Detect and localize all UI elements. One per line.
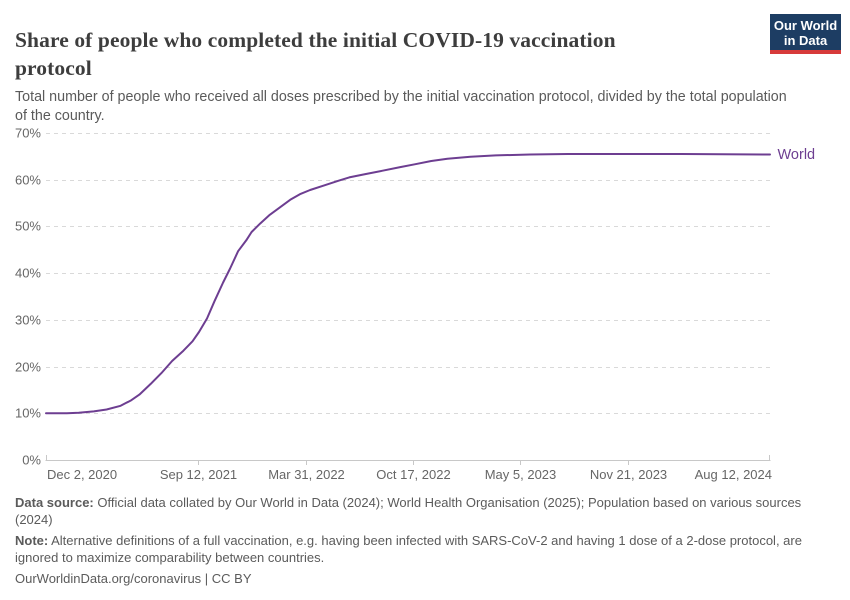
note-block: Note: Alternative definitions of a full …	[15, 533, 820, 566]
page-title-line2: protocol	[15, 56, 92, 81]
data-source-block: Data source: Official data collated by O…	[15, 495, 820, 528]
owid-logo-accent-bar	[770, 50, 841, 54]
x-tick-label-5: Nov 21, 2023	[590, 467, 667, 482]
y-tick-label-20: 20%	[15, 360, 41, 375]
x-tick-label-4: May 5, 2023	[485, 467, 557, 482]
owid-logo-line2: in Data	[783, 33, 828, 48]
x-tick-label-2: Mar 31, 2022	[268, 467, 345, 482]
series-label-world: World	[778, 147, 816, 163]
y-tick-label-10: 10%	[15, 406, 41, 421]
page-title-line1: Share of people who completed the initia…	[15, 28, 616, 53]
y-tick-label-50: 50%	[15, 219, 41, 234]
owid-logo[interactable]: Our World in Data	[770, 14, 841, 51]
chart-subtitle-line1: Total number of people who received all …	[15, 89, 787, 106]
y-tick-label-60: 60%	[15, 173, 41, 188]
data-source-text-line1: Official data collated by Our World in D…	[93, 495, 802, 510]
series-line-world	[45, 153, 771, 415]
page-title: Share of people who completed the initia…	[15, 26, 755, 82]
chart-subtitle-line2: of the country.	[15, 107, 105, 124]
owid-logo-line1: Our World	[773, 18, 838, 33]
note-text-line2: ignored to maximize comparability betwee…	[15, 549, 325, 565]
license-block: OurWorldinData.org/coronavirus | CC BY	[15, 571, 820, 588]
note-label: Note:	[15, 533, 49, 548]
x-tick-label-0: Dec 2, 2020	[47, 467, 117, 482]
chart-footer: Data source: Official data collated by O…	[15, 495, 820, 588]
license-suffix: | CC BY	[201, 571, 252, 586]
x-tick-label-3: Oct 17, 2022	[376, 467, 450, 482]
owid-coronavirus-link[interactable]: OurWorldinData.org/coronavirus	[15, 571, 202, 586]
data-source-text-line2: (2024)	[15, 511, 53, 527]
chart-subtitle: Total number of people who received all …	[15, 88, 835, 125]
data-source-label: Data source:	[15, 495, 94, 510]
y-tick-label-30: 30%	[15, 313, 41, 328]
y-tick-label-40: 40%	[15, 266, 41, 281]
y-tick-label-70: 70%	[15, 126, 41, 141]
y-tick-label-0: 0%	[22, 453, 41, 468]
note-text-line1: Alternative definitions of a full vaccin…	[48, 533, 802, 548]
x-tick-label-6: Aug 12, 2024	[695, 467, 772, 482]
x-tick-label-1: Sep 12, 2021	[160, 467, 237, 482]
